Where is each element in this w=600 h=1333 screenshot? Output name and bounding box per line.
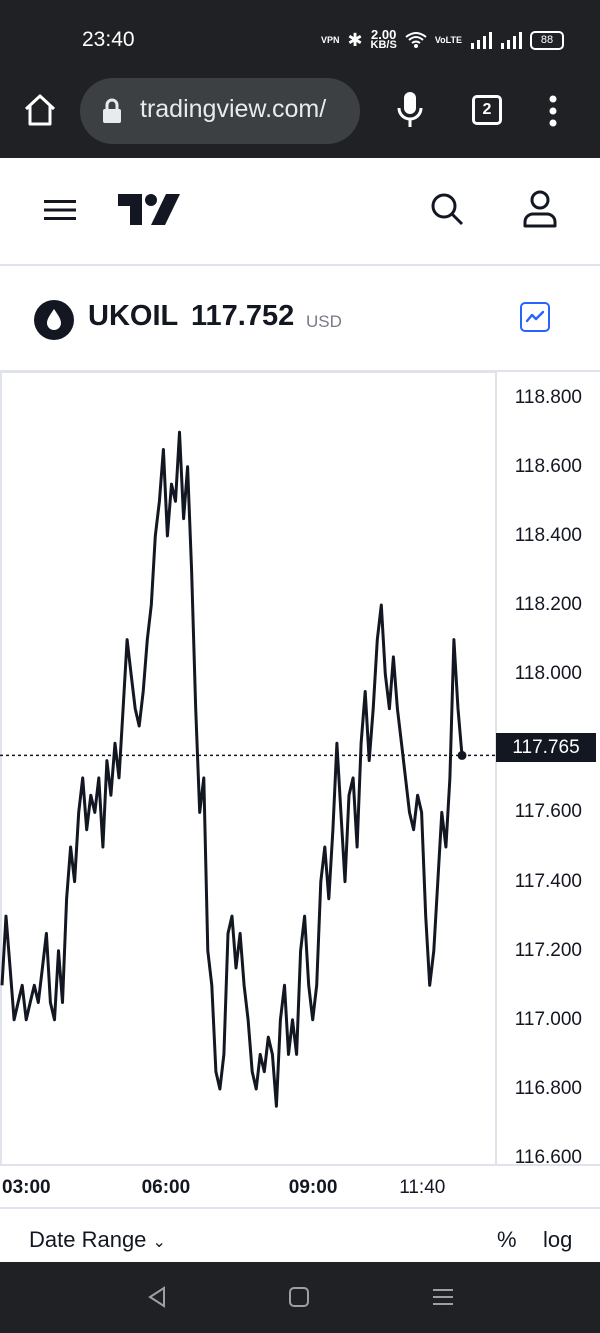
signal-icon-2 <box>501 32 522 49</box>
price-tick-label: 117.400 <box>514 870 582 892</box>
price-line-group <box>0 430 464 1108</box>
price-line <box>0 430 464 1108</box>
price-tick-label: 118.400 <box>514 524 582 546</box>
chart-type-button[interactable] <box>520 302 550 332</box>
system-navigation-bar <box>0 1262 600 1333</box>
home-nav-icon[interactable] <box>289 1287 309 1307</box>
more-options-icon[interactable] <box>546 94 560 130</box>
percent-scale-button[interactable]: % <box>497 1227 517 1252</box>
last-price-group <box>0 750 496 760</box>
user-icon[interactable] <box>522 190 558 228</box>
plot-frame <box>0 371 497 1166</box>
browser-toolbar: tradingview.com/ 2 <box>0 70 600 158</box>
status-time: 23:40 <box>82 28 135 51</box>
signal-icon-1 <box>471 32 492 49</box>
vpn-icon: VPN <box>320 35 340 45</box>
menu-icon[interactable] <box>44 198 76 222</box>
bluetooth-icon: ✱ <box>347 29 363 50</box>
date-range-label: Date Range <box>29 1227 147 1252</box>
line-chart-icon <box>525 310 545 323</box>
oil-drop-icon <box>34 300 74 340</box>
home-icon[interactable] <box>22 92 58 128</box>
wifi-icon <box>405 32 427 48</box>
volte-label: VoLTE <box>434 35 462 45</box>
tradingview-logo-icon[interactable] <box>118 194 180 226</box>
price-tick-label: 118.000 <box>514 663 582 685</box>
address-bar[interactable]: tradingview.com/ <box>80 78 360 144</box>
last-price-label: 117.765 <box>496 733 596 762</box>
microphone-icon[interactable] <box>396 90 424 130</box>
symbol-price: 117.752 <box>191 300 295 332</box>
status-bar: 23:40 VPN ✱ 2.00 KB/S VoLTE 88 <box>0 0 600 70</box>
time-tick-label: 03:00 <box>2 1177 51 1198</box>
time-tick-label: 09:00 <box>288 1177 338 1198</box>
status-icons: VPN ✱ 2.00 KB/S VoLTE 88 <box>321 26 564 54</box>
price-tick-label: 116.800 <box>514 1077 582 1099</box>
last-price-marker <box>457 750 467 760</box>
back-icon[interactable] <box>146 1286 168 1308</box>
price-chart[interactable]: 118.800 118.600 118.400 118.200 118.000 117.6… <box>0 370 600 1212</box>
date-range-button[interactable]: Date Range ⌄ <box>29 1227 166 1253</box>
battery-icon: 88 <box>530 30 564 50</box>
price-tick-label: 118.200 <box>514 594 582 616</box>
symbol-name[interactable]: UKOIL <box>88 300 179 332</box>
price-tick-label: 117.200 <box>514 939 582 961</box>
tab-switcher-button[interactable]: 2 <box>472 95 502 125</box>
price-tick-label: 117.000 <box>514 1008 582 1030</box>
price-tick-label: 118.600 <box>514 455 582 477</box>
price-tick-label: 118.800 <box>514 386 582 408</box>
recents-icon[interactable] <box>432 1286 454 1308</box>
time-tick-label: 11:40 <box>399 1177 446 1198</box>
time-tick-label: 06:00 <box>141 1177 191 1198</box>
chevron-down-icon: ⌄ <box>152 1234 166 1251</box>
site-header <box>0 158 600 266</box>
log-scale-button[interactable]: log <box>543 1227 573 1252</box>
chart-bottom-bar <box>0 1207 600 1262</box>
network-speed: 2.00 KB/S <box>370 27 397 51</box>
url-text: tradingview.com/ <box>140 95 327 123</box>
search-icon[interactable] <box>430 192 464 226</box>
price-tick-label: 117.600 <box>514 801 582 823</box>
price-tick-label: 116.600 <box>514 1147 582 1169</box>
lock-icon <box>103 98 121 123</box>
symbol-currency: USD <box>306 312 342 331</box>
